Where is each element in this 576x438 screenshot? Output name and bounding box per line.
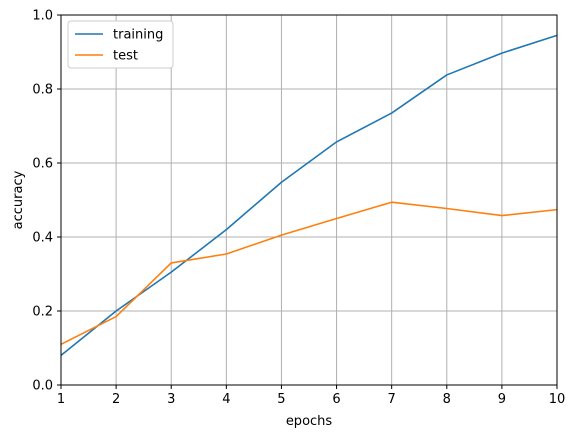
plot-frame <box>60 14 558 386</box>
y-tick-label: 0.0 <box>32 379 53 394</box>
x-tick-label: 10 <box>549 392 566 407</box>
x-axis-ticks: 1 2 3 4 5 6 7 8 9 10 <box>57 385 565 407</box>
legend-label-training: training <box>113 28 163 43</box>
x-tick-label: 3 <box>167 392 175 407</box>
x-tick-label: 2 <box>112 392 120 407</box>
legend: training test <box>67 20 174 69</box>
y-tick-label: 0.6 <box>32 157 53 172</box>
y-tick-label: 0.2 <box>32 305 53 320</box>
y-tick-label: 0.4 <box>32 231 53 246</box>
series-lines <box>60 34 558 357</box>
y-axis-label: accuracy <box>11 170 26 229</box>
y-axis-ticks: 0.0 0.2 0.4 0.6 0.8 1.0 <box>32 9 61 394</box>
x-tick-label: 6 <box>332 392 340 407</box>
y-tick-label: 0.8 <box>32 83 53 98</box>
x-tick-label: 8 <box>443 392 451 407</box>
x-tick-label: 7 <box>388 392 396 407</box>
legend-label-test: test <box>113 49 138 64</box>
x-tick-label: 1 <box>57 392 65 407</box>
x-tick-label: 5 <box>277 392 285 407</box>
x-tick-label: 4 <box>222 392 230 407</box>
y-tick-label: 1.0 <box>32 9 53 24</box>
series-line-test <box>60 201 558 346</box>
legend-box <box>67 20 174 69</box>
x-tick-label: 9 <box>498 392 506 407</box>
x-axis-label: epochs <box>286 414 333 429</box>
series-line-training <box>60 34 558 357</box>
